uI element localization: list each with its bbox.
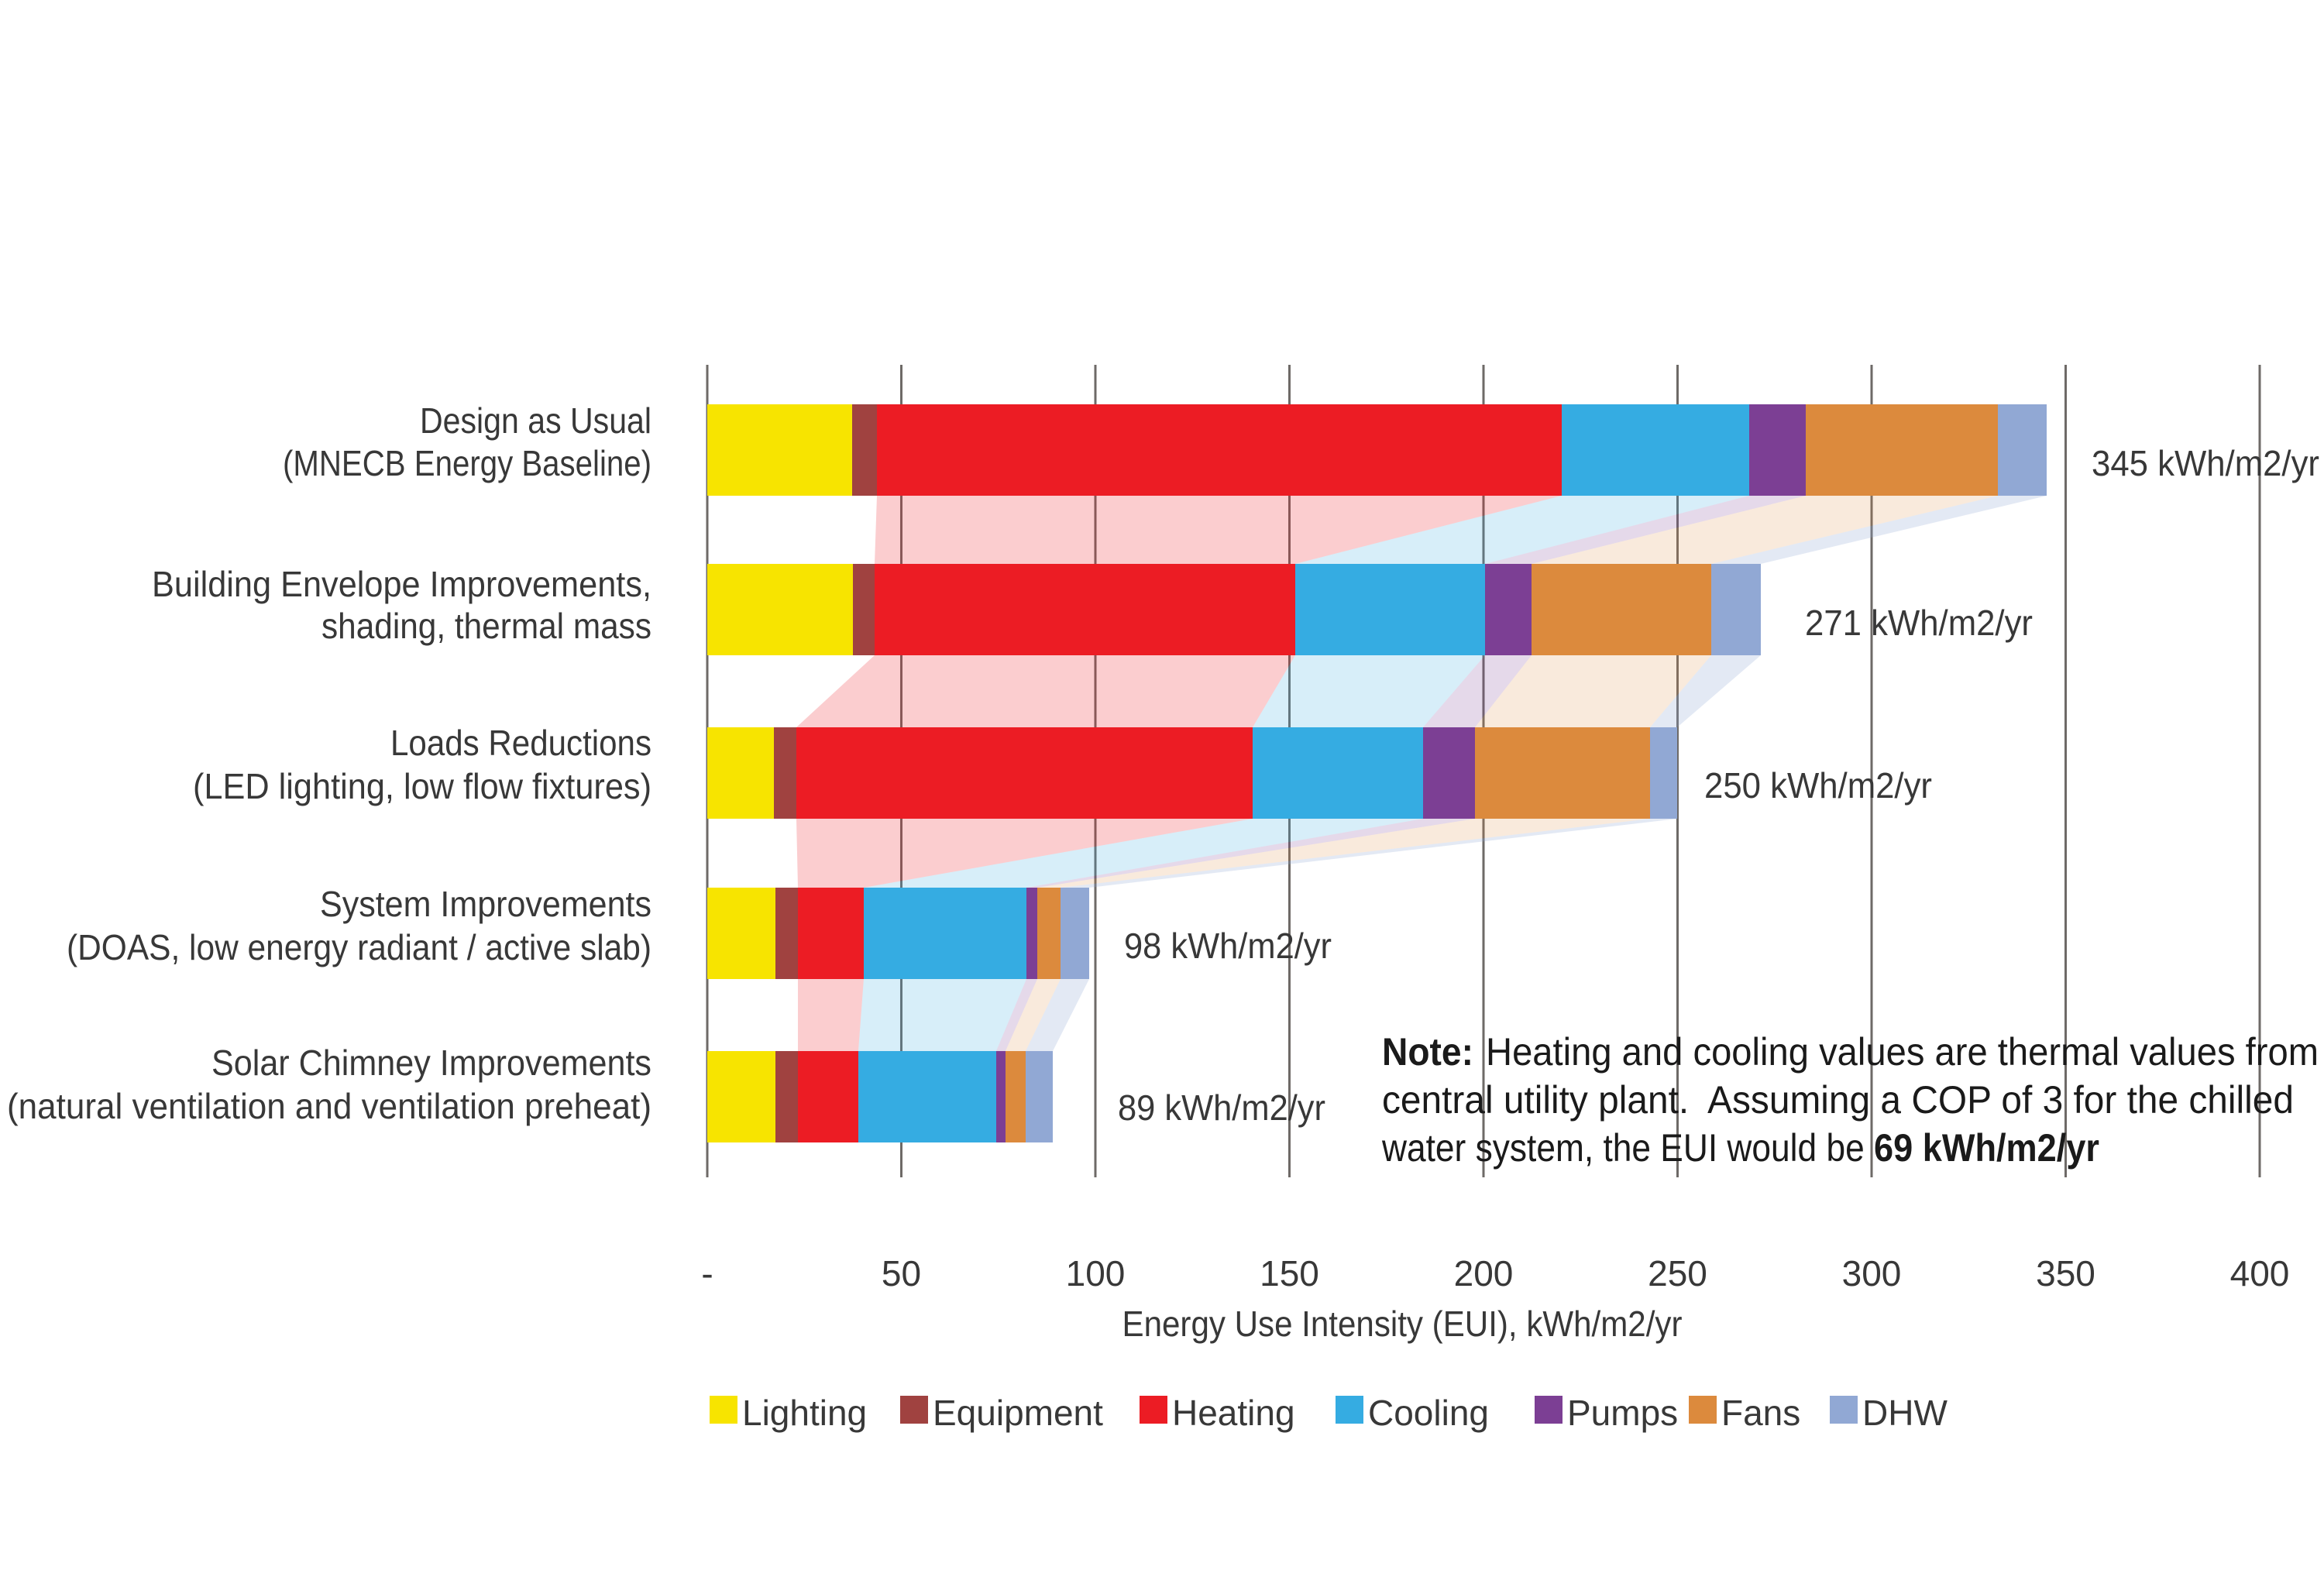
svg-text:Energy Use Intensity (EUI), kW: Energy Use Intensity (EUI), kWh/m2/yr [1122,1304,1683,1344]
svg-text:System Improvements: System Improvements [320,884,651,924]
svg-text:Loads Reductions: Loads Reductions [390,723,651,763]
svg-text:50: 50 [882,1253,921,1294]
svg-text:(LED lighting, low flow fixtur: (LED lighting, low flow fixtures) [193,766,651,806]
svg-text:250 kWh/m2/yr: 250 kWh/m2/yr [1704,765,1932,806]
svg-text:Cooling: Cooling [1368,1393,1489,1433]
svg-text:Building Envelope Improvements: Building Envelope Improvements, [152,564,651,604]
svg-text:Solar Chimney Improvements: Solar Chimney Improvements [211,1043,651,1083]
svg-text:Heating and cooling values are: Heating and cooling values are thermal v… [1486,1030,2319,1074]
svg-text:400: 400 [2230,1253,2290,1294]
svg-text:(MNECB Energy Baseline): (MNECB Energy Baseline) [283,443,651,483]
svg-text:250: 250 [1648,1253,1707,1294]
svg-text:271 kWh/m2/yr: 271 kWh/m2/yr [1805,603,2033,643]
svg-text:Note:: Note: [1382,1030,1473,1074]
svg-text:Fans: Fans [1721,1393,1800,1433]
svg-text:100: 100 [1066,1253,1126,1294]
svg-text:Pumps: Pumps [1567,1393,1678,1433]
svg-text:Heating: Heating [1172,1393,1295,1433]
svg-text:300: 300 [1842,1253,1902,1294]
svg-text:central utility plant. Assumi: central utility plant. Assuming a COP of… [1382,1078,2294,1122]
svg-text:350: 350 [2036,1253,2095,1294]
svg-text:98 kWh/m2/yr: 98 kWh/m2/yr [1124,926,1332,966]
svg-text:(natural ventilation and venti: (natural ventilation and ventilation pre… [7,1086,651,1126]
svg-text:Lighting: Lighting [742,1393,867,1433]
svg-text:water system, the EUI would be: water system, the EUI would be [1381,1126,1874,1170]
svg-text:(DOAS, low energy radiant / ac: (DOAS, low energy radiant / active slab) [67,927,651,967]
svg-text:69 kWh/m2/yr: 69 kWh/m2/yr [1874,1126,2099,1170]
svg-text:200: 200 [1454,1253,1514,1294]
svg-text:-: - [701,1253,713,1294]
svg-text:Equipment: Equipment [933,1393,1103,1433]
svg-text:DHW: DHW [1862,1393,1948,1433]
svg-text:150: 150 [1260,1253,1319,1294]
svg-text:345 kWh/m2/yr: 345 kWh/m2/yr [2092,443,2319,483]
svg-text:Design as Usual: Design as Usual [420,400,651,441]
svg-text:89 kWh/m2/yr: 89 kWh/m2/yr [1118,1087,1325,1128]
svg-text:shading, thermal mass: shading, thermal mass [321,606,651,646]
